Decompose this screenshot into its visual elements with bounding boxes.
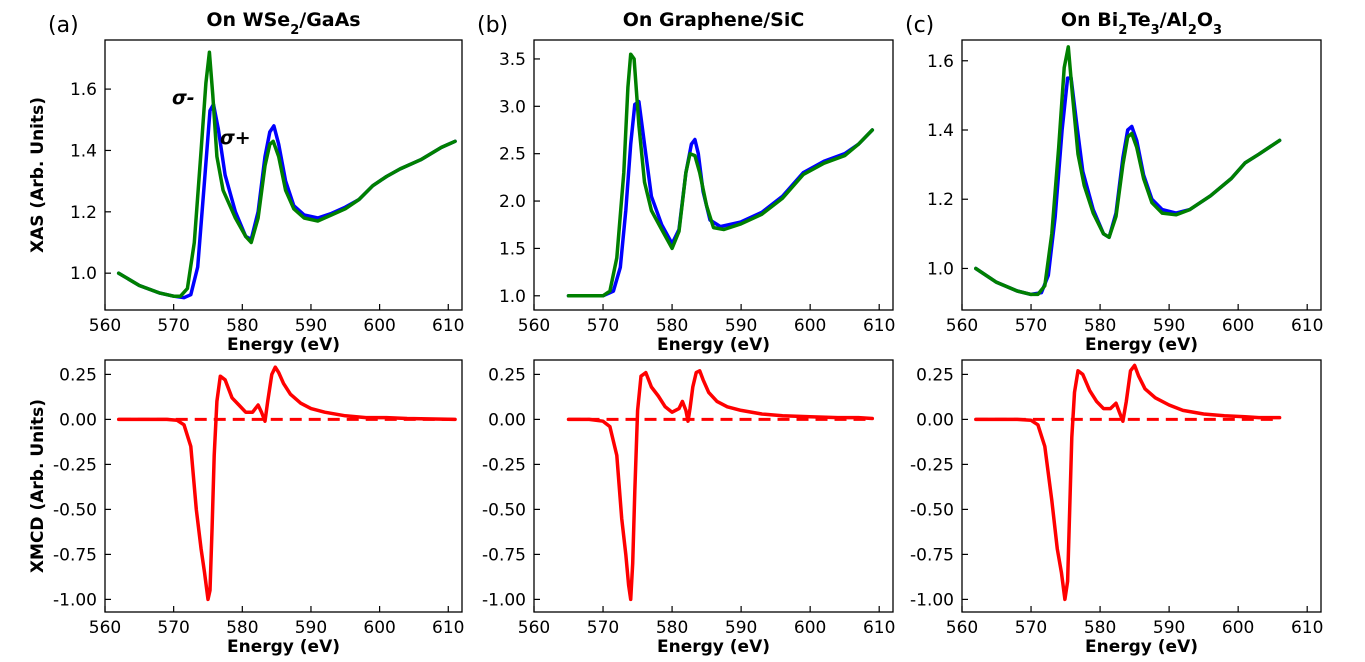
xmcd-0-plot-frame [104,359,463,613]
xmcd-0-xtick-label: 570 [157,618,189,638]
xas-2-ytick-label: 1.0 [927,259,954,279]
xmcd-0-ytick-label: -0.50 [53,500,97,520]
xas-2-xtick-label: 590 [1153,316,1185,336]
panel-label-0: (a) [48,13,79,38]
xas-0-xtick-label: 610 [432,316,464,336]
xas-2-plot-frame [961,39,1322,311]
xmcd-1-xtick-label: 570 [587,618,619,638]
xas-1-ytick-label: 1.5 [499,239,526,259]
xas-2-xtick-label: 580 [1084,316,1116,336]
xmcd-2-xtick-label: 580 [1084,618,1116,638]
xas-0-xtick-label: 560 [89,316,121,336]
xmcd-2-xtick-label: 560 [946,618,978,638]
xmcd-0-xtick-label: 580 [226,618,258,638]
xas-2-xtick-label: 570 [1015,316,1047,336]
xmcd-0-ytick-label: -0.75 [53,545,97,565]
xas-1-xlabel: Energy (eV) [657,335,770,355]
xmcd-2-xlabel: Energy (eV) [1085,637,1198,657]
xas-1-ytick-label: 2.0 [499,192,526,212]
xas-1-xtick-label: 570 [587,316,619,336]
xas-1-ytick-label: 3.0 [499,97,526,117]
xas-1-xtick-label: 580 [656,316,688,336]
xas-1-ytick-label: 1.0 [499,287,526,307]
xmcd-0-ylabel: XMCD (Arb. Units) [28,399,48,573]
xmcd-2-plot-frame [961,359,1322,613]
xmcd-1-ytick-label: -0.75 [482,545,526,565]
sigma-plus-label: σ+ [220,127,251,149]
xmcd-2-series-xmcd [974,363,1282,602]
xmcd-0-xtick-label: 600 [363,618,395,638]
xas-1-xtick-label: 600 [794,316,826,336]
xmcd-2-xtick-label: 590 [1153,618,1185,638]
xas-0-ytick-label: 1.2 [70,203,97,223]
xas-2-ytick-label: 1.4 [927,121,954,141]
xmcd-2-xtick-label: 600 [1222,618,1254,638]
xas-0-xtick-label: 590 [295,316,327,336]
xas-2-series-sigma-minus [974,45,1282,297]
xas-1-xtick-label: 560 [518,316,550,336]
xas-0-ytick-label: 1.4 [70,141,97,161]
xas-0-ylabel: XAS (Arb. Units) [28,97,48,253]
xmcd-1-ytick-label: 0.25 [488,365,526,385]
xmcd-2-ytick-label: 0.25 [916,365,954,385]
xmcd-0-xtick-label: 560 [89,618,121,638]
xmcd-1-xtick-label: 600 [794,618,826,638]
xmcd-1-ytick-label: -0.25 [482,455,526,475]
xmcd-0-xtick-label: 590 [295,618,327,638]
xmcd-1-xtick-label: 590 [725,618,757,638]
xas-2-ytick-label: 1.6 [927,52,954,72]
xmcd-0-ytick-label: 0.00 [59,410,97,430]
xas-2-xtick-label: 610 [1291,316,1323,336]
xas-0-xtick-label: 580 [226,316,258,336]
xas-2-xtick-label: 560 [946,316,978,336]
xmcd-1-xtick-label: 580 [656,618,688,638]
xas-1-series-sigma-minus [566,52,875,298]
xmcd-0-series-xmcd [116,365,457,602]
sigma-minus-label: σ- [172,87,195,109]
xas-0-ytick-label: 1.6 [70,80,97,100]
xas-1-plot-frame [533,39,894,311]
xmcd-0-xtick-label: 610 [432,618,464,638]
xas-0-series-sigma-plus [116,102,457,300]
xmcd-2-ytick-label: -1.00 [910,590,954,610]
xmcd-1-xtick-label: 560 [518,618,550,638]
xmcd-1-xtick-label: 610 [863,618,895,638]
xmcd-2-ytick-label: -0.50 [910,500,954,520]
xmcd-2-xtick-label: 610 [1291,618,1323,638]
xmcd-0-ytick-label: -1.00 [53,590,97,610]
xas-1-ytick-label: 2.5 [499,145,526,165]
panel-label-2: (c) [905,13,934,38]
xmcd-1-xlabel: Energy (eV) [657,637,770,657]
xmcd-1-series-xmcd [566,369,875,602]
xmcd-2-ytick-label: -0.25 [910,455,954,475]
xas-2-xtick-label: 600 [1222,316,1254,336]
xas-1-xtick-label: 610 [863,316,895,336]
xmcd-0-ytick-label: -0.25 [53,455,97,475]
xas-0-xtick-label: 600 [363,316,395,336]
xas-1-ytick-label: 3.5 [499,50,526,70]
panel-title-1: On Graphene/SiC [623,9,805,31]
xmcd-1-ytick-label: -0.50 [482,500,526,520]
xas-0-xtick-label: 570 [157,316,189,336]
xas-2-series-sigma-plus [974,76,1282,297]
xas-0-xlabel: Energy (eV) [227,335,340,355]
xas-2-ytick-label: 1.2 [927,190,954,210]
xmcd-2-xtick-label: 570 [1015,618,1047,638]
xmcd-2-ytick-label: 0.00 [916,410,954,430]
xas-0-ytick-label: 1.0 [70,264,97,284]
xas-2-xlabel: Energy (eV) [1085,335,1198,355]
xas-1-xtick-label: 590 [725,316,757,336]
panel-title-0: On WSe2/GaAs [206,9,360,38]
xas-0-series-sigma-minus [116,50,457,298]
xas-0-plot-frame [104,39,463,311]
xmcd-0-xlabel: Energy (eV) [227,637,340,657]
xmcd-1-plot-frame [533,359,894,613]
panel-label-1: (b) [477,13,508,38]
xmcd-0-ytick-label: 0.25 [59,365,97,385]
panel-title-2: On Bi2Te3/Al2O3 [1061,9,1222,38]
xmcd-1-ytick-label: 0.00 [488,410,526,430]
xmcd-1-ytick-label: -1.00 [482,590,526,610]
xmcd-2-ytick-label: -0.75 [910,545,954,565]
